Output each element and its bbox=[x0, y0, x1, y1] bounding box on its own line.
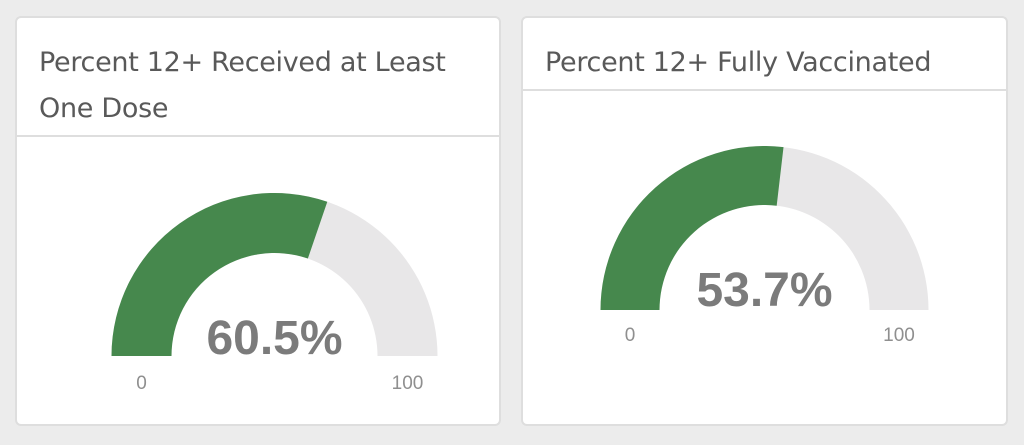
card-title: Percent 12+ Received at Least One Dose bbox=[17, 18, 499, 137]
gauge-min-label: 0 bbox=[625, 325, 636, 346]
gauge-value-label: 60.5% bbox=[206, 312, 342, 365]
gauge-card-fully-vaccinated: Percent 12+ Fully Vaccinated 53.7% 0 100 bbox=[521, 16, 1008, 426]
gauge-chart-one-dose: 60.5% 0 100 bbox=[111, 193, 438, 394]
gauge-value-label: 53.7% bbox=[696, 264, 832, 317]
gauge-fill bbox=[600, 146, 784, 310]
gauge-max-label: 100 bbox=[883, 325, 915, 346]
gauge-max-label: 100 bbox=[392, 373, 424, 394]
gauge-fill bbox=[111, 193, 328, 356]
gauge-chart-fully-vaccinated: 53.7% 0 100 bbox=[600, 146, 929, 346]
gauge-card-one-dose: Percent 12+ Received at Least One Dose 6… bbox=[15, 16, 501, 426]
card-title: Percent 12+ Fully Vaccinated bbox=[523, 18, 1006, 91]
gauge-min-label: 0 bbox=[136, 373, 147, 394]
